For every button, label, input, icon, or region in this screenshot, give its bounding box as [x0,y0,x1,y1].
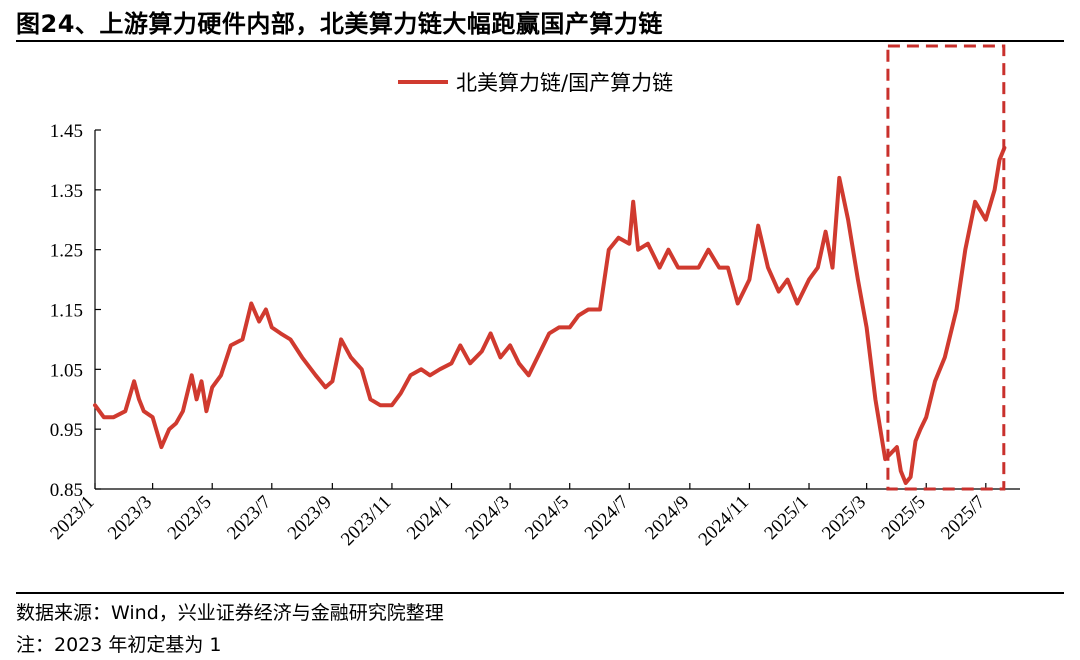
footer-rule [16,592,1064,594]
x-tick-label: 2024/3 [461,492,513,544]
figure-title: 图24、上游算力硬件内部，北美算力链大幅跑赢国产算力链 [16,10,663,38]
x-tick-label: 2023/5 [164,492,216,544]
y-tick-label: 0.85 [50,480,83,501]
x-tick-label: 2023/9 [284,492,336,544]
x-tick-label: 2023/11 [337,492,395,550]
highlight-box [886,44,1006,491]
y-tick-label: 1.05 [50,360,83,381]
title-rule [16,40,1064,42]
chart-series [93,145,1007,485]
source-note: 数据来源：Wind，兴业证券经济与金融研究院整理 [16,602,444,624]
x-tick-label: 2024/9 [641,492,693,544]
x-tick-label: 2025/1 [760,492,812,544]
y-tick-label: 1.25 [50,241,83,262]
series-line-0 [93,145,1007,485]
y-tick-label: 1.35 [50,181,83,202]
y-tick-label: 0.95 [50,420,83,441]
x-tick-label: 2025/7 [937,492,989,544]
x-tick-label: 2024/5 [521,492,573,544]
x-tick-label: 2023/7 [223,492,275,544]
x-tick-label: 2024/1 [403,492,455,544]
x-tick-label: 2025/5 [878,492,930,544]
x-tick-label: 2025/3 [818,492,870,544]
y-tick-label: 1.45 [50,121,83,142]
x-tick-label: 2024/11 [695,492,753,550]
x-tick-label: 2024/7 [581,492,633,544]
legend-label: 北美算力链/国产算力链 [456,71,673,95]
x-tick-label: 2023/3 [104,492,156,544]
footnote: 注：2023 年初定基为 1 [16,634,222,656]
y-tick-label: 1.15 [50,301,83,322]
chart-legend: 北美算力链/国产算力链 [398,71,673,95]
